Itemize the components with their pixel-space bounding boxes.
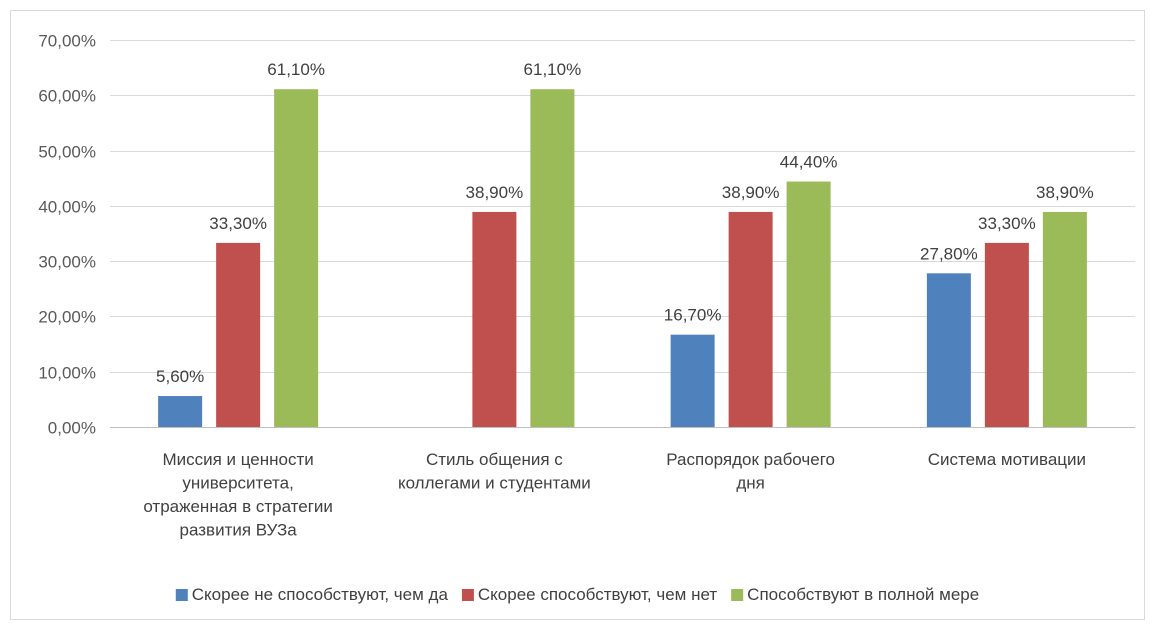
bar-s1-c4 — [926, 273, 971, 427]
data-label: 61,10% — [267, 60, 325, 79]
bar-s3-c3 — [786, 181, 831, 427]
x-tick-label: Распорядок рабочего дня — [666, 450, 835, 493]
data-label: 27,80% — [920, 244, 978, 263]
y-tick-label: 0,00% — [48, 419, 96, 438]
bar-s1-c1 — [158, 396, 203, 427]
bar-s2-c2 — [472, 211, 517, 427]
bar-s2-c4 — [984, 242, 1029, 427]
x-tick-label-line: дня — [736, 474, 765, 493]
legend-swatch — [461, 589, 474, 601]
legend: Скорее не способствуют, чем да Скорее спо… — [175, 585, 979, 604]
data-label: 38,90% — [466, 183, 524, 202]
legend-item-2: Скорее способствуют, чем нет — [461, 585, 717, 604]
y-axis: 0,00% 10,00% 20,00% 30,00% 40,00% 50,00% 60,00… — [38, 32, 96, 438]
y-tick-label: 30,00% — [38, 253, 96, 272]
bar-s3-c1 — [274, 89, 319, 427]
x-tick-label-line: коллегами и студентами — [398, 474, 591, 493]
data-label: 33,30% — [978, 214, 1036, 233]
legend-item-3: Способствуют в полной мере — [731, 585, 979, 604]
chart-frame — [10, 10, 1145, 620]
x-tick-label-line: Система мотивации — [928, 450, 1086, 469]
x-tick-label: Миссия и ценности университета, отраженная… — [143, 450, 333, 540]
data-label: 33,30% — [209, 214, 267, 233]
x-tick-label-line: развития ВУЗа — [180, 521, 298, 540]
chart-border — [10, 10, 1145, 620]
y-tick-label: 20,00% — [38, 308, 96, 327]
y-tick-label: 10,00% — [38, 364, 96, 383]
x-tick-label-line: Стиль общения с — [426, 450, 563, 469]
x-tick-label-line: Миссия и ценности — [162, 450, 313, 469]
y-tick-label: 60,00% — [38, 87, 96, 106]
bars — [158, 89, 1087, 427]
gridlines — [110, 40, 1135, 373]
y-tick-label: 70,00% — [38, 32, 96, 51]
x-tick-label: Стиль общения с коллегами и студентами — [398, 450, 591, 493]
bar-s2-c1 — [216, 242, 261, 427]
x-axis: Миссия и ценности университета, отраженная… — [110, 427, 1135, 540]
legend-swatch — [175, 589, 188, 601]
data-label: 38,90% — [1036, 183, 1094, 202]
legend-swatch — [731, 589, 744, 601]
legend-label: Способствуют в полной мере — [747, 585, 979, 604]
data-labels: 5,60% 33,30% 61,10% 38,90% 61,10% 16,70% 38,90… — [156, 60, 1094, 386]
legend-label: Скорее способствуют, чем нет — [478, 585, 717, 604]
y-tick-label: 40,00% — [38, 198, 96, 217]
bar-s3-c4 — [1042, 211, 1087, 427]
bar-s2-c3 — [728, 211, 773, 427]
data-label: 38,90% — [722, 183, 780, 202]
y-tick-label: 50,00% — [38, 143, 96, 162]
data-label: 16,70% — [664, 306, 722, 325]
x-tick-label: Система мотивации — [928, 450, 1086, 469]
data-label: 44,40% — [780, 153, 838, 172]
bar-s3-c2 — [530, 89, 575, 427]
x-tick-label-line: Распорядок рабочего — [666, 450, 835, 469]
legend-item-1: Скорее не способствуют, чем да — [175, 585, 449, 604]
legend-label: Скорее не способствуют, чем да — [192, 585, 449, 604]
x-tick-label-line: отраженная в стратегии — [143, 497, 333, 516]
x-tick-label-line: университета, — [182, 474, 293, 493]
bar-s1-c3 — [670, 334, 715, 427]
data-label: 5,60% — [156, 367, 204, 386]
data-label: 61,10% — [524, 60, 582, 79]
